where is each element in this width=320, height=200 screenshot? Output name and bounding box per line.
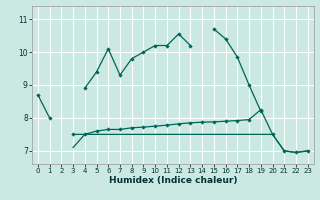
X-axis label: Humidex (Indice chaleur): Humidex (Indice chaleur)	[108, 176, 237, 185]
